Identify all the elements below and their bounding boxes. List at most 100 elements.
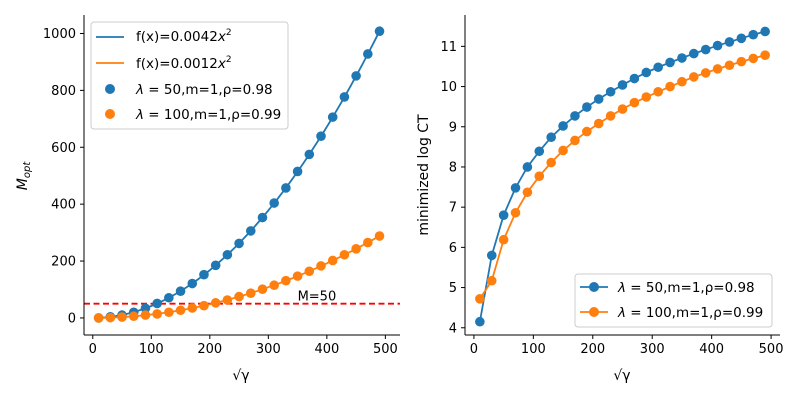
right-legend: λ = 50,m=1,ρ=0.98 λ = 100,m=1,ρ=0.99 [574,273,773,328]
left-point-s1 [175,286,186,296]
left-x-tick-label: 100 [139,342,164,357]
left-point-s2 [117,312,127,322]
left-point-s2 [292,271,303,281]
left-point-s2 [175,305,186,316]
left-y-tick-label: 800 [51,84,76,99]
right-point-s1 [593,94,604,104]
right-point-s2 [724,60,735,71]
left-point-s1 [304,149,315,160]
right-point-s2 [510,207,521,218]
right-chart: 0 100 200 300 400 500 4 5 6 7 8 9 10 11 √γ minimized … [416,15,783,384]
right-point-s2 [582,126,592,137]
right-point-s1 [748,29,759,40]
legend-series1-marker [105,84,115,94]
right-x-axis-label: √γ [613,368,630,384]
right-point-s2 [534,171,545,182]
left-point-s2 [316,261,326,271]
left-y-tick-label: 600 [51,141,76,156]
left-x-tick-label: 0 [89,342,97,357]
right-y-tick-label: 6 [449,241,457,256]
left-point-s2 [304,266,315,277]
left-point-s2 [281,275,291,286]
right-point-s1 [736,33,747,44]
left-point-s1 [234,238,244,249]
left-point-s2 [351,244,361,254]
right-point-s2 [498,234,509,245]
left-point-s1 [187,278,198,289]
left-point-s2 [210,298,221,308]
left-point-s1 [292,166,303,177]
right-point-s1 [689,48,699,59]
right-point-s2 [617,104,628,114]
left-legend: f(x)=0.0042x2 f(x)=0.0012x2 λ = 50,m=1,ρ… [90,21,289,130]
right-point-s2 [605,111,616,121]
left-point-s2 [187,303,198,313]
right-y-axis-label: minimized log CT [416,114,432,236]
left-point-s2 [128,311,139,322]
right-point-s1 [546,132,556,143]
legend-fit1-label: f(x)=0.0042x2 [136,28,232,45]
right-point-s2 [475,294,485,304]
left-point-s2 [140,310,151,320]
right-y-tick-label: 5 [449,281,457,296]
right-point-s1 [617,80,628,90]
left-point-s2 [164,307,174,318]
right-x-tick-label: 0 [470,342,478,357]
right-point-s2 [760,50,770,61]
left-point-s2 [257,284,268,295]
left-point-s2 [327,255,338,266]
legend-r-series1-label: λ = 50,m=1,ρ=0.98 [617,280,755,296]
right-point-s1 [570,111,580,121]
right-point-s2 [689,72,699,82]
right-x-tick-label: 400 [699,342,724,357]
right-point-s2 [677,76,687,87]
right-y-tick-label: 11 [440,40,457,55]
right-y-tick-label: 10 [440,80,457,95]
left-x-axis-label: √γ [232,368,249,384]
left-point-s1 [210,260,221,271]
left-point-s2 [105,312,116,323]
left-x-tick-label: 200 [197,342,222,357]
right-point-s2 [629,97,640,108]
right-point-s1 [712,40,723,51]
left-x-tick-label: 400 [314,342,339,357]
right-point-s2 [593,118,604,129]
right-y-tick-label: 8 [449,160,457,175]
right-point-s2 [486,275,497,286]
right-point-s1 [510,183,521,193]
left-annotation: M=50 [298,289,337,304]
legend-r-series2-marker [589,307,599,317]
right-point-s1 [760,26,770,37]
right-x-tick-label: 200 [580,342,605,357]
right-point-s1 [700,44,711,55]
legend-r-series1-marker [589,282,599,292]
left-point-s1 [199,269,209,280]
right-point-s2 [558,145,568,156]
right-y-tick-label: 4 [449,321,457,336]
legend-series2-label: λ = 100,m=1,ρ=0.99 [135,107,281,123]
right-point-s1 [677,53,687,63]
left-point-s2 [152,309,162,319]
legend-r-series2-label: λ = 100,m=1,ρ=0.99 [617,305,763,321]
left-point-s1 [140,303,151,314]
right-point-s1 [475,316,485,327]
left-point-s2 [245,288,256,298]
left-point-s1 [269,198,279,208]
left-point-s1 [257,212,268,223]
left-point-s2 [339,249,350,260]
right-x-tick-label: 500 [759,342,784,357]
right-x-tick-label: 300 [640,342,665,357]
left-point-s1 [339,92,350,102]
right-point-s2 [522,187,533,198]
right-point-s2 [748,53,759,64]
right-point-s1 [724,37,735,47]
right-point-s2 [546,157,556,168]
left-legend-frame [90,21,289,130]
left-point-s1 [374,26,385,37]
left-point-s1 [363,49,373,59]
left-point-s1 [222,249,233,260]
right-point-s2 [700,68,711,78]
left-point-s1 [351,71,361,81]
right-point-s1 [498,210,509,221]
